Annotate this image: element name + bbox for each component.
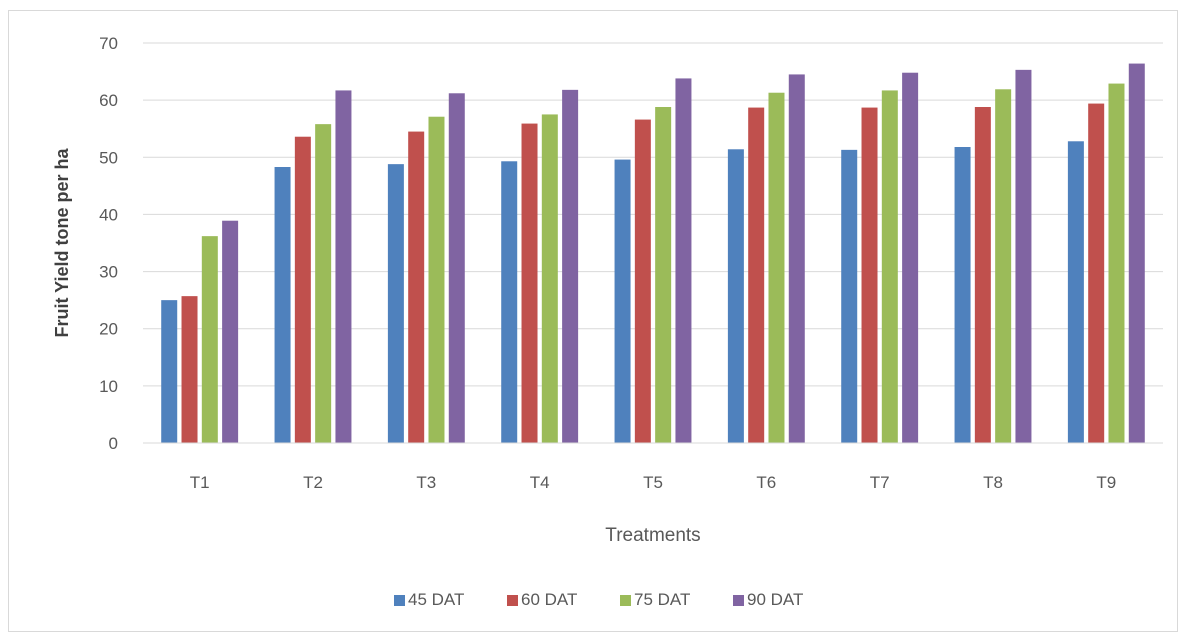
x-axis-title: Treatments xyxy=(605,525,700,546)
gridlines xyxy=(143,42,1163,387)
bar-T8-60-dat xyxy=(974,107,991,443)
bar-T1-45-dat xyxy=(161,300,178,443)
legend-swatch xyxy=(394,595,405,606)
bar-T8-45-dat xyxy=(954,147,971,443)
bar-T5-90-dat xyxy=(675,78,692,443)
x-tick-label: T3 xyxy=(416,473,436,492)
y-tick-label: 30 xyxy=(99,263,118,282)
bar-T5-75-dat xyxy=(655,107,672,443)
y-tick-label: 70 xyxy=(99,34,118,53)
y-tick-label: 60 xyxy=(99,91,118,110)
bar-T7-45-dat xyxy=(841,149,858,443)
legend-swatch xyxy=(507,595,518,606)
bar-T7-90-dat xyxy=(902,72,919,443)
legend-label: 75 DAT xyxy=(634,590,690,609)
bar-T6-45-dat xyxy=(727,149,744,444)
bar-T9-60-dat xyxy=(1088,103,1105,444)
bar-T2-60-dat xyxy=(294,136,311,443)
bar-T2-75-dat xyxy=(315,124,332,444)
legend-swatch xyxy=(620,595,631,606)
bar-T6-90-dat xyxy=(788,74,805,443)
bar-T7-60-dat xyxy=(861,107,878,444)
bars xyxy=(161,63,1145,444)
x-tick-label: T8 xyxy=(983,473,1003,492)
bar-T1-90-dat xyxy=(222,220,239,443)
x-tick-label: T9 xyxy=(1096,473,1116,492)
y-tick-label: 20 xyxy=(99,320,118,339)
bar-T3-60-dat xyxy=(408,131,425,444)
bar-T9-90-dat xyxy=(1128,63,1145,443)
bar-T2-90-dat xyxy=(335,90,352,443)
legend-swatch xyxy=(733,595,744,606)
bar-T6-75-dat xyxy=(768,92,785,443)
x-tick-label: T7 xyxy=(870,473,890,492)
bar-T2-45-dat xyxy=(274,167,291,443)
x-tick-label: T5 xyxy=(643,473,663,492)
bar-T3-90-dat xyxy=(448,93,465,444)
y-axis-ticks: 0 10 20 30 40 50 60 70 xyxy=(99,34,118,453)
bar-T1-75-dat xyxy=(201,236,218,443)
x-tick-label: T1 xyxy=(190,473,210,492)
y-tick-label: 50 xyxy=(99,148,118,167)
legend-label: 45 DAT xyxy=(408,590,464,609)
y-tick-label: 0 xyxy=(109,434,118,453)
legend-label: 90 DAT xyxy=(747,590,803,609)
legend: 45 DAT 60 DAT 75 DAT 90 DAT xyxy=(394,590,803,609)
x-tick-label: T2 xyxy=(303,473,323,492)
bar-T5-60-dat xyxy=(634,119,651,444)
bar-T8-90-dat xyxy=(1015,69,1032,443)
bar-T4-60-dat xyxy=(521,123,538,444)
legend-label: 60 DAT xyxy=(521,590,577,609)
bar-T4-75-dat xyxy=(541,114,558,443)
x-axis-ticks: T1 T2 T3 T4 T5 T6 T7 T8 T9 xyxy=(190,473,1117,492)
bar-T7-75-dat xyxy=(881,90,898,443)
bar-T3-45-dat xyxy=(387,164,404,443)
bar-T6-60-dat xyxy=(748,107,765,444)
bar-T5-45-dat xyxy=(614,159,631,444)
bar-T1-60-dat xyxy=(181,296,198,443)
bar-T4-90-dat xyxy=(562,89,579,443)
bar-T3-75-dat xyxy=(428,116,445,443)
bar-T4-45-dat xyxy=(501,161,518,444)
x-tick-label: T6 xyxy=(756,473,776,492)
bar-T8-75-dat xyxy=(995,89,1012,444)
bar-T9-45-dat xyxy=(1067,141,1084,444)
x-tick-label: T4 xyxy=(530,473,550,492)
y-tick-label: 40 xyxy=(99,205,118,224)
y-tick-label: 10 xyxy=(99,377,118,396)
y-axis-title: Fruit Yield tone per ha xyxy=(52,148,72,338)
bar-T9-75-dat xyxy=(1108,83,1125,444)
